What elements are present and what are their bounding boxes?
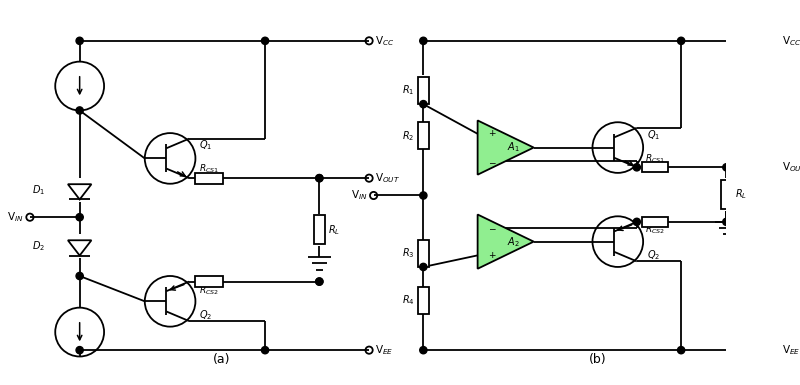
Text: $D_1$: $D_1$: [32, 183, 46, 197]
Bar: [418, 122, 429, 149]
Circle shape: [420, 37, 427, 44]
Circle shape: [420, 100, 427, 108]
Circle shape: [316, 174, 323, 182]
Text: $-$: $-$: [488, 157, 497, 166]
Text: $D_2$: $D_2$: [32, 239, 46, 253]
Circle shape: [76, 214, 83, 221]
Bar: [314, 215, 325, 244]
Circle shape: [76, 107, 83, 114]
Circle shape: [316, 174, 323, 182]
Bar: [418, 77, 429, 104]
Text: $R_L$: $R_L$: [328, 223, 341, 237]
Circle shape: [76, 346, 83, 354]
Circle shape: [262, 346, 269, 354]
Text: V$_{CC}$: V$_{CC}$: [782, 34, 800, 48]
Text: $R_{CS2}$: $R_{CS2}$: [199, 285, 219, 297]
Text: V$_{CC}$: V$_{CC}$: [375, 34, 394, 48]
Circle shape: [76, 272, 83, 280]
Circle shape: [633, 218, 641, 226]
Circle shape: [678, 37, 685, 44]
Text: V$_{IN}$: V$_{IN}$: [350, 189, 367, 203]
Text: $R_{CS2}$: $R_{CS2}$: [645, 224, 665, 236]
Text: $A_2$: $A_2$: [507, 235, 520, 249]
Text: $R_4$: $R_4$: [402, 293, 414, 307]
Circle shape: [262, 37, 269, 44]
Text: $Q_2$: $Q_2$: [646, 248, 660, 262]
Bar: [642, 162, 667, 172]
Text: $R_L$: $R_L$: [735, 188, 747, 201]
Circle shape: [316, 278, 323, 285]
Polygon shape: [478, 214, 534, 269]
Polygon shape: [478, 121, 534, 175]
Circle shape: [722, 164, 730, 171]
Bar: [195, 276, 222, 287]
Text: V$_{EE}$: V$_{EE}$: [375, 343, 394, 357]
Bar: [418, 287, 429, 314]
Text: +: +: [488, 251, 496, 260]
Circle shape: [722, 218, 730, 226]
Text: (a): (a): [214, 353, 231, 366]
Text: $Q_2$: $Q_2$: [199, 308, 212, 322]
Text: $R_{CS1}$: $R_{CS1}$: [645, 153, 665, 166]
Circle shape: [316, 278, 323, 285]
Text: V$_{OUT}$: V$_{OUT}$: [782, 161, 800, 174]
Text: (b): (b): [589, 353, 606, 366]
Text: $Q_1$: $Q_1$: [646, 128, 660, 142]
Text: V$_{EE}$: V$_{EE}$: [782, 343, 800, 357]
Bar: [195, 173, 222, 184]
Text: +: +: [488, 129, 496, 138]
Text: $R_{CS1}$: $R_{CS1}$: [199, 163, 219, 176]
Circle shape: [420, 346, 427, 354]
Bar: [721, 180, 732, 209]
Text: $-$: $-$: [488, 223, 497, 233]
Text: $R_1$: $R_1$: [402, 84, 414, 97]
Circle shape: [76, 37, 83, 44]
Text: V$_{IN}$: V$_{IN}$: [7, 210, 23, 224]
Text: V$_{OUT}$: V$_{OUT}$: [375, 171, 401, 185]
Text: $R_3$: $R_3$: [402, 246, 414, 260]
Text: $A_1$: $A_1$: [507, 141, 520, 154]
Bar: [418, 240, 429, 267]
Bar: [642, 217, 667, 227]
Circle shape: [678, 346, 685, 354]
Text: $R_2$: $R_2$: [402, 129, 414, 143]
Circle shape: [633, 164, 641, 171]
Circle shape: [420, 263, 427, 271]
Text: $Q_1$: $Q_1$: [199, 138, 212, 152]
Circle shape: [420, 192, 427, 199]
